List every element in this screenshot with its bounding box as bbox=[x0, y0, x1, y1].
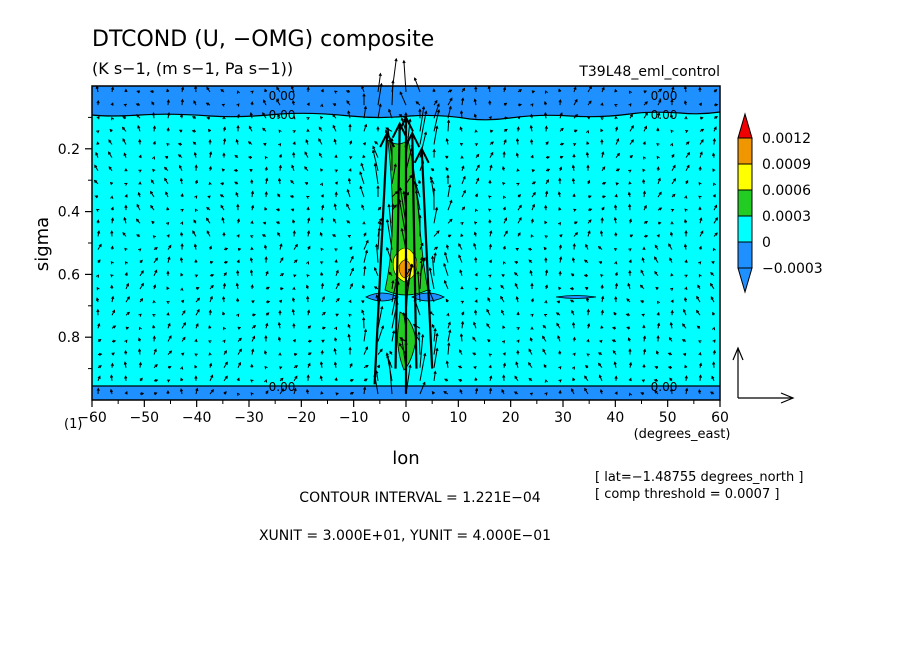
colorbar-swatch bbox=[738, 164, 752, 190]
x-tick-label: 40 bbox=[606, 410, 624, 426]
threshold-info: [ comp threshold = 0.0007 ] bbox=[595, 487, 779, 502]
x-units: (degrees_east) bbox=[634, 427, 731, 442]
contour-label: 0.00 bbox=[651, 380, 678, 394]
chart-title: DTCOND (U, −OMG) composite bbox=[92, 27, 434, 52]
contour-label: 0.00 bbox=[651, 89, 678, 103]
colorbar-swatch bbox=[738, 190, 752, 216]
contour-label: 0.00 bbox=[269, 108, 296, 122]
x-tick-label: −50 bbox=[130, 410, 160, 426]
colorbar-label: 0.0012 bbox=[762, 131, 811, 147]
y-tick-label: 0.8 bbox=[58, 330, 80, 346]
x-tick-label: −40 bbox=[182, 410, 212, 426]
x-axis-label: lon bbox=[392, 448, 419, 469]
panel-number: (1) bbox=[64, 417, 82, 432]
x-tick-label: 0 bbox=[402, 410, 411, 426]
x-tick-label: 60 bbox=[711, 410, 729, 426]
colorbar-label: 0.0009 bbox=[762, 157, 811, 173]
x-tick-label: −30 bbox=[234, 410, 264, 426]
colorbar-label: 0.0006 bbox=[762, 183, 811, 199]
x-tick-label: 20 bbox=[502, 410, 520, 426]
colorbar-label: −0.0003 bbox=[762, 261, 823, 277]
y-axis: 0.2 0.4 0.6 0.8 bbox=[58, 117, 92, 368]
colorbar-label: 0 bbox=[762, 235, 771, 251]
colorbar: 0.0012 0.0009 0.0006 0.0003 0 −0.0003 bbox=[738, 114, 823, 292]
y-tick-label: 0.2 bbox=[58, 142, 80, 158]
colorbar-swatch bbox=[738, 242, 752, 268]
reference-vector bbox=[733, 348, 793, 403]
x-tick-label: 10 bbox=[449, 410, 467, 426]
x-tick-label: −20 bbox=[287, 410, 317, 426]
contour-label: 0.00 bbox=[269, 89, 296, 103]
y-tick-label: 0.4 bbox=[58, 205, 80, 221]
run-label: T39L48_eml_control bbox=[578, 64, 720, 80]
x-tick-label: 50 bbox=[659, 410, 677, 426]
y-axis-label: sigma bbox=[32, 217, 53, 271]
negative-lobe-east bbox=[556, 296, 596, 299]
vector-units: XUNIT = 3.000E+01, YUNIT = 4.000E−01 bbox=[259, 528, 551, 544]
colorbar-swatch bbox=[738, 216, 752, 242]
latitude-info: [ lat=−1.48755 degrees_north ] bbox=[595, 470, 803, 485]
colorbar-top-triangle bbox=[738, 114, 752, 138]
chart-subtitle: (K s−1, (m s−1, Pa s−1)) bbox=[92, 59, 293, 78]
contour-label: 0.00 bbox=[651, 108, 678, 122]
x-tick-label: −10 bbox=[339, 410, 369, 426]
contour-interval: CONTOUR INTERVAL = 1.221E−04 bbox=[299, 490, 540, 506]
plot-area: 0.00 0.00 0.00 0.00 0.00 0.00 bbox=[92, 59, 720, 400]
x-tick-label: 30 bbox=[554, 410, 572, 426]
colorbar-bottom-triangle bbox=[738, 268, 752, 292]
colorbar-label: 0.0003 bbox=[762, 209, 811, 225]
colorbar-swatch bbox=[738, 138, 752, 164]
y-tick-label: 0.6 bbox=[58, 267, 80, 283]
